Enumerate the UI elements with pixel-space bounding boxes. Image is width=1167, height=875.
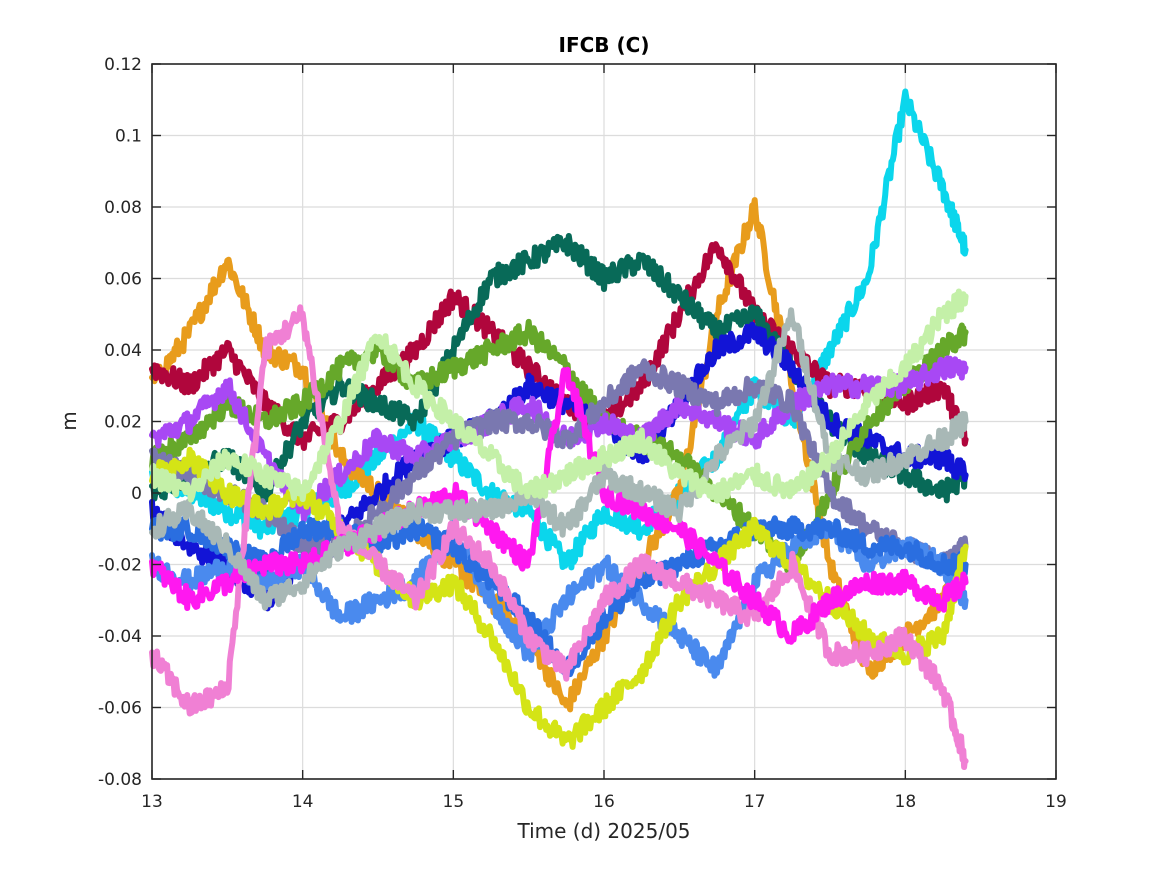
y-tick-label: -0.04: [98, 627, 142, 647]
chart-title: IFCB (C): [559, 33, 650, 57]
x-tick-label: 17: [744, 792, 766, 812]
y-tick-label: 0.12: [104, 55, 142, 75]
y-tick-label: -0.02: [98, 556, 142, 576]
x-tick-label: 19: [1045, 792, 1067, 812]
x-tick-label: 15: [443, 792, 465, 812]
tick-labels: 13 14 15 16 17 18 19 -0.08 -0.06 -0.04 -0.02 0 0.02 0…: [98, 55, 1067, 812]
x-tick-label: 13: [141, 792, 163, 812]
y-axis-label: m: [57, 411, 81, 430]
series-layer: [149, 88, 969, 770]
x-tick-label: 14: [292, 792, 314, 812]
series-line-13: [149, 307, 969, 611]
tick-marks: [151, 63, 1057, 780]
series-line-14: [149, 288, 969, 504]
y-tick-label: 0.04: [104, 341, 142, 361]
x-tick-label: 16: [593, 792, 615, 812]
series-line-12: [149, 366, 969, 645]
y-tick-label: 0.08: [104, 198, 142, 218]
x-axis-label: Time (d) 2025/05: [516, 819, 690, 843]
x-tick-label: 18: [895, 792, 917, 812]
y-tick-label: 0.1: [115, 127, 142, 147]
y-tick-label: 0.06: [104, 270, 142, 290]
series-line-11: [149, 304, 969, 770]
y-tick-label: 0: [131, 484, 142, 504]
y-tick-label: 0.02: [104, 413, 142, 433]
y-tick-label: -0.06: [98, 699, 142, 719]
y-tick-label: -0.08: [98, 770, 142, 790]
